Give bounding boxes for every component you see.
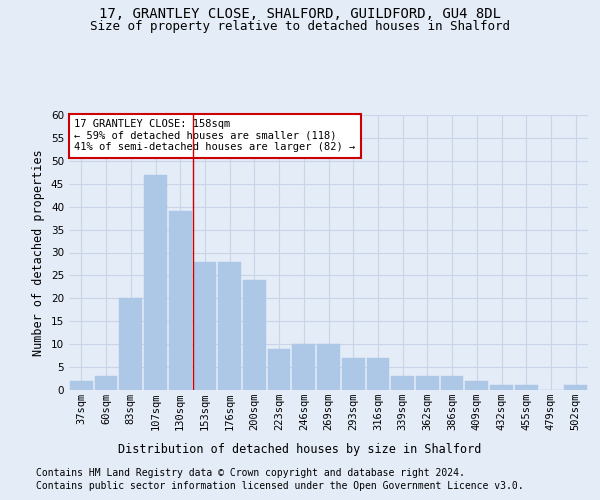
- Bar: [95, 376, 118, 390]
- Bar: [268, 349, 290, 390]
- Bar: [144, 174, 167, 390]
- Bar: [441, 376, 463, 390]
- Bar: [317, 344, 340, 390]
- Bar: [342, 358, 365, 390]
- Text: 17 GRANTLEY CLOSE: 158sqm
← 59% of detached houses are smaller (118)
41% of semi: 17 GRANTLEY CLOSE: 158sqm ← 59% of detac…: [74, 119, 355, 152]
- Text: 17, GRANTLEY CLOSE, SHALFORD, GUILDFORD, GU4 8DL: 17, GRANTLEY CLOSE, SHALFORD, GUILDFORD,…: [99, 8, 501, 22]
- Bar: [292, 344, 315, 390]
- Bar: [218, 262, 241, 390]
- Bar: [564, 386, 587, 390]
- Bar: [169, 211, 191, 390]
- Bar: [515, 386, 538, 390]
- Bar: [416, 376, 439, 390]
- Bar: [490, 386, 513, 390]
- Text: Contains public sector information licensed under the Open Government Licence v3: Contains public sector information licen…: [36, 481, 524, 491]
- Bar: [243, 280, 266, 390]
- Bar: [367, 358, 389, 390]
- Bar: [194, 262, 216, 390]
- Text: Contains HM Land Registry data © Crown copyright and database right 2024.: Contains HM Land Registry data © Crown c…: [36, 468, 465, 477]
- Bar: [466, 381, 488, 390]
- Text: Distribution of detached houses by size in Shalford: Distribution of detached houses by size …: [118, 442, 482, 456]
- Bar: [70, 381, 93, 390]
- Bar: [119, 298, 142, 390]
- Text: Size of property relative to detached houses in Shalford: Size of property relative to detached ho…: [90, 20, 510, 33]
- Y-axis label: Number of detached properties: Number of detached properties: [32, 149, 46, 356]
- Bar: [391, 376, 414, 390]
